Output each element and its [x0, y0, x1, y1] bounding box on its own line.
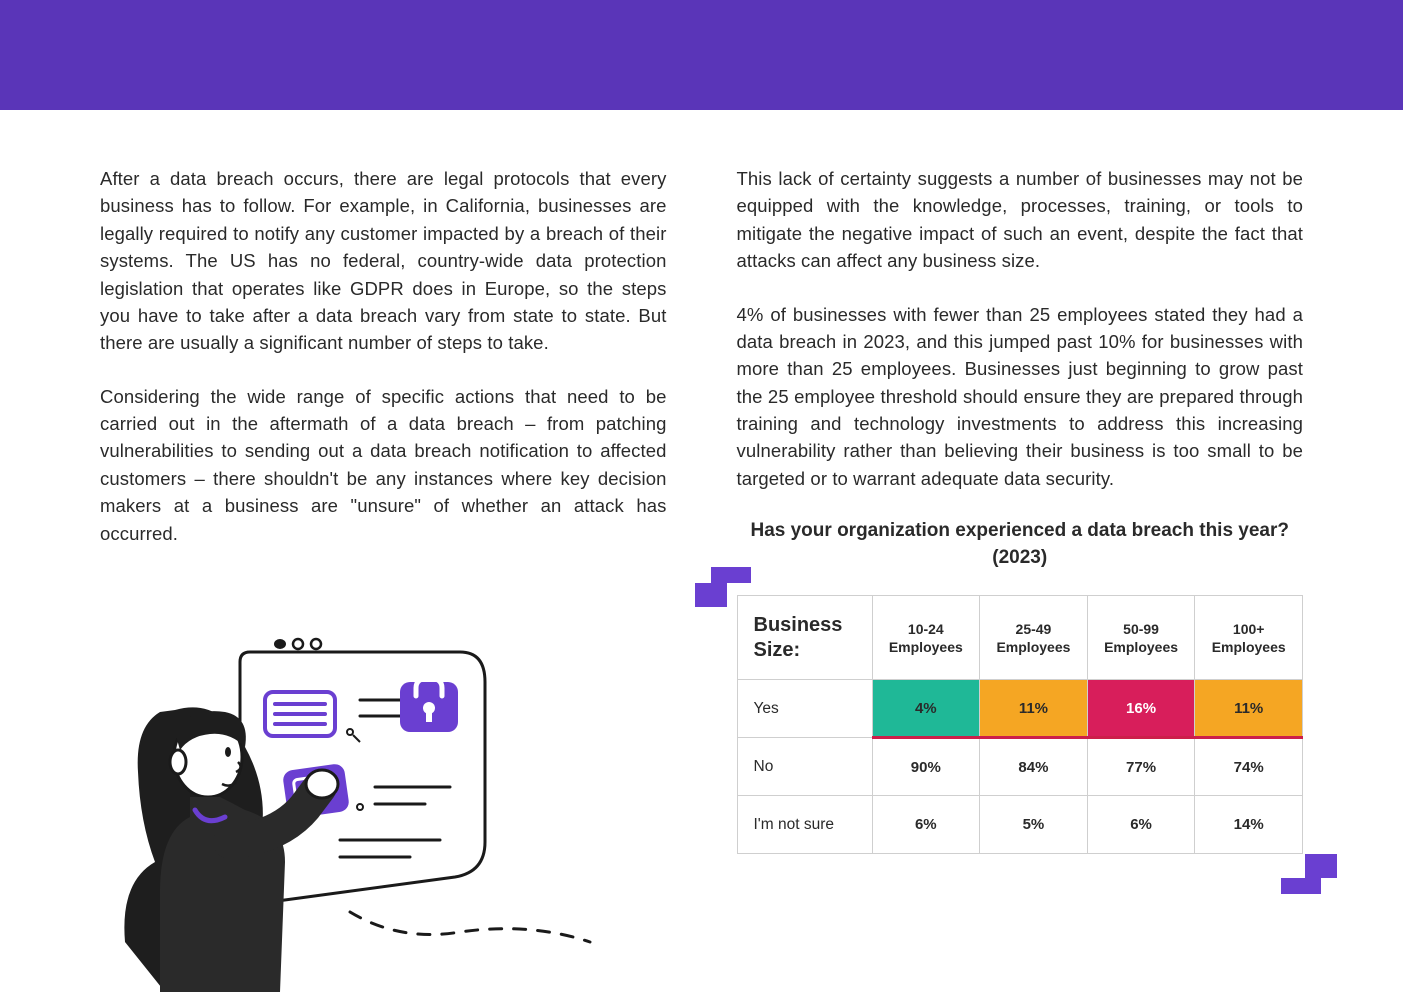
table-row-label: I'm not sure: [737, 796, 872, 854]
table-col-header: 100+Employees: [1195, 596, 1303, 680]
table-col-header: 10-24Employees: [872, 596, 980, 680]
table-cell: 6%: [872, 796, 980, 854]
table-cell: 11%: [980, 680, 1088, 738]
table-row: Yes4%11%16%11%: [737, 680, 1303, 738]
paragraph: This lack of certainty suggests a number…: [737, 165, 1304, 275]
accent-corner-icon: [695, 567, 751, 607]
paragraph: 4% of businesses with fewer than 25 empl…: [737, 301, 1304, 493]
table-cell: 11%: [1195, 680, 1303, 738]
table-cell: 5%: [980, 796, 1088, 854]
table-cell: 74%: [1195, 738, 1303, 796]
paragraph: After a data breach occurs, there are le…: [100, 165, 667, 357]
data-table: BusinessSize: 10-24Employees 25-49Employ…: [737, 595, 1304, 854]
table-cell: 84%: [980, 738, 1088, 796]
table-row-header-label: BusinessSize:: [737, 596, 872, 680]
table-title: Has your organization experienced a data…: [737, 518, 1304, 571]
right-column: This lack of certainty suggests a number…: [737, 165, 1304, 854]
table-row-label: Yes: [737, 680, 872, 738]
table-header-row: BusinessSize: 10-24Employees 25-49Employ…: [737, 596, 1303, 680]
table-col-header: 25-49Employees: [980, 596, 1088, 680]
table-cell: 90%: [872, 738, 980, 796]
accent-corner-icon: [1281, 854, 1337, 894]
table-row: No90%84%77%74%: [737, 738, 1303, 796]
security-illustration: [80, 592, 600, 992]
table-cell: 14%: [1195, 796, 1303, 854]
header-band: [0, 0, 1403, 110]
table-row: I'm not sure6%5%6%14%: [737, 796, 1303, 854]
table-row-label: No: [737, 738, 872, 796]
paragraph: Considering the wide range of specific a…: [100, 383, 667, 547]
table-cell: 4%: [872, 680, 980, 738]
table-col-header: 50-99Employees: [1087, 596, 1195, 680]
table-wrap: BusinessSize: 10-24Employees 25-49Employ…: [737, 595, 1304, 854]
table-cell: 16%: [1087, 680, 1195, 738]
table-cell: 6%: [1087, 796, 1195, 854]
table-cell: 77%: [1087, 738, 1195, 796]
